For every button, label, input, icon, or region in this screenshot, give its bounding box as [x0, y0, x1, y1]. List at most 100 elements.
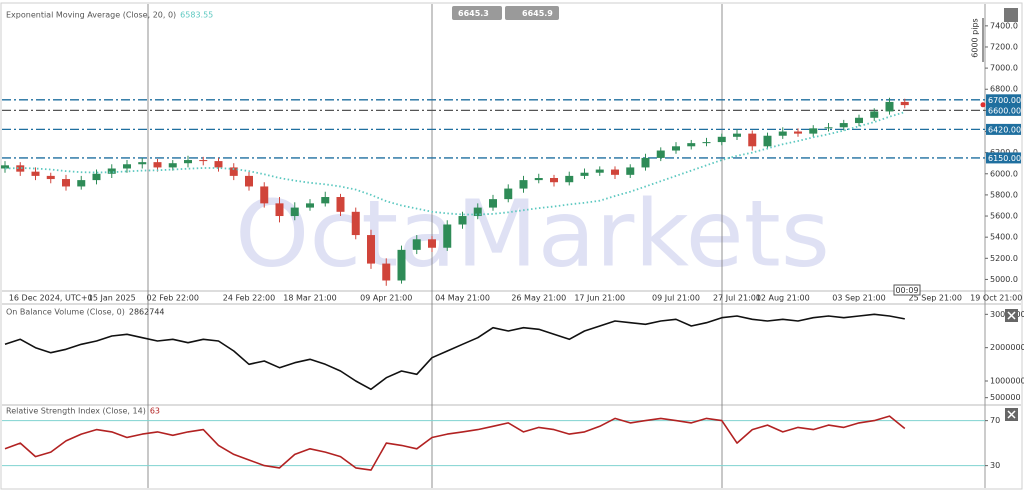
y-tick-label: 5000.0: [990, 275, 1018, 284]
candle-body: [519, 180, 528, 189]
candle-body: [229, 167, 238, 176]
candle-body: [565, 175, 574, 183]
candle-body: [443, 224, 452, 248]
candle-body: [580, 172, 589, 176]
candle-body: [336, 197, 345, 212]
x-tick-label: 16 Dec 2024, UTC+0: [9, 294, 93, 303]
candle-body: [611, 169, 619, 175]
y-tick-label: 1000000: [990, 377, 1024, 386]
candle-body: [168, 163, 177, 168]
y-tick-label: 7000.0: [990, 64, 1018, 73]
candle-body: [626, 167, 635, 175]
candle-body: [855, 117, 863, 124]
candle-body: [504, 188, 513, 200]
candle-body: [397, 249, 406, 281]
indicator-line: [4, 415, 906, 471]
candle-body: [733, 133, 741, 137]
x-tick-label: 19 Oct 21:00: [970, 294, 1022, 303]
alert-dot: [980, 102, 986, 108]
y-tick-label: 5400.0: [990, 233, 1018, 242]
x-tick-label: 25 Sep 21:00: [909, 294, 962, 303]
candle-body: [16, 165, 25, 172]
price-level-tag: [986, 104, 1021, 116]
price-level-tag: [986, 152, 1021, 164]
candle-body: [290, 207, 299, 217]
candle-body: [275, 203, 284, 217]
pips-label: 6000 pips: [971, 18, 980, 57]
price-level-label: 6600.00: [988, 106, 1021, 115]
candle-body: [550, 178, 558, 183]
timer: 00:09: [895, 286, 918, 295]
candle-body: [489, 199, 497, 208]
candle-body: [778, 131, 787, 136]
indicator-title: Exponential Moving Average (Close, 20, 0…: [6, 11, 176, 20]
candle-body: [595, 169, 604, 173]
candle-body: [153, 162, 162, 168]
indicator-line: [4, 313, 905, 391]
y-tick-label: 7200.0: [990, 42, 1018, 51]
bid-price: 6645.3: [458, 9, 489, 18]
y-tick-label: 6000.0: [990, 169, 1018, 178]
candle-body: [77, 180, 86, 187]
y-tick-label: 5600.0: [990, 212, 1018, 221]
candle-body: [351, 211, 360, 236]
y-tick-label: 30: [990, 461, 1000, 470]
toolbar: 6645.3 6645.9 6000 pips: [452, 6, 1018, 62]
candle-body: [31, 171, 40, 176]
candle-body: [321, 197, 330, 204]
candle-body: [123, 164, 131, 169]
y-tick-label: 7400.0: [990, 21, 1018, 30]
ask-button[interactable]: [505, 6, 559, 20]
x-tick-label: 17 Jun 21:00: [574, 294, 625, 303]
x-tick-label: 09 Apr 21:00: [360, 294, 412, 303]
x-tick-label: 15 Jan 2025: [88, 294, 136, 303]
price-level-tag: [986, 94, 1021, 106]
candle-body: [809, 128, 818, 134]
candle-body: [656, 150, 665, 158]
indicator-title: On Balance Volume (Close, 0): [6, 308, 125, 317]
candle-body: [748, 133, 757, 147]
y-tick-label: 6800.0: [990, 85, 1018, 94]
candle-body: [62, 179, 70, 187]
candle-body: [702, 142, 711, 144]
candle-body: [763, 135, 772, 147]
candle-body: [260, 186, 269, 204]
candle-body: [306, 203, 314, 208]
indicator-title: Relative Strength Index (Close, 14): [6, 407, 146, 416]
candle-body: [138, 162, 147, 165]
x-tick-label: 03 Sep 21:00: [832, 294, 885, 303]
price-level-tag: [986, 123, 1021, 135]
indicator-value: 63: [150, 407, 160, 416]
indicator-value: 6583.55: [180, 11, 213, 20]
candle-body: [458, 216, 467, 225]
expand-button[interactable]: [1004, 8, 1018, 22]
watermark: OctaMarkets: [235, 180, 830, 287]
candle-body: [824, 127, 833, 129]
candle-body: [717, 136, 726, 143]
close-icon: [1007, 410, 1016, 419]
candle-body: [1, 165, 9, 169]
candle-body: [199, 160, 208, 162]
candle-body: [794, 131, 802, 134]
price-level-label: 6700.00: [988, 96, 1021, 105]
candle-body: [367, 235, 375, 264]
y-tick-label: 2000000: [990, 343, 1024, 352]
close-icon: [1007, 311, 1016, 320]
x-tick-label: 02 Feb 22:00: [147, 294, 199, 303]
candle-body: [900, 101, 909, 106]
price-level-label: 6420.00: [988, 125, 1021, 134]
bid-button[interactable]: [452, 6, 502, 20]
candle-body: [473, 207, 482, 217]
y-tick-label: 70: [990, 416, 1000, 425]
candle-body: [870, 111, 879, 118]
x-tick-label: 09 Jul 21:00: [652, 294, 700, 303]
candle-body: [184, 160, 192, 164]
candle-body: [214, 161, 223, 168]
candle-body: [839, 123, 848, 128]
candle-body: [534, 178, 543, 181]
x-tick-label: 04 May 21:00: [435, 294, 490, 303]
candle-body: [107, 168, 116, 174]
y-tick-label: 5200.0: [990, 254, 1018, 263]
